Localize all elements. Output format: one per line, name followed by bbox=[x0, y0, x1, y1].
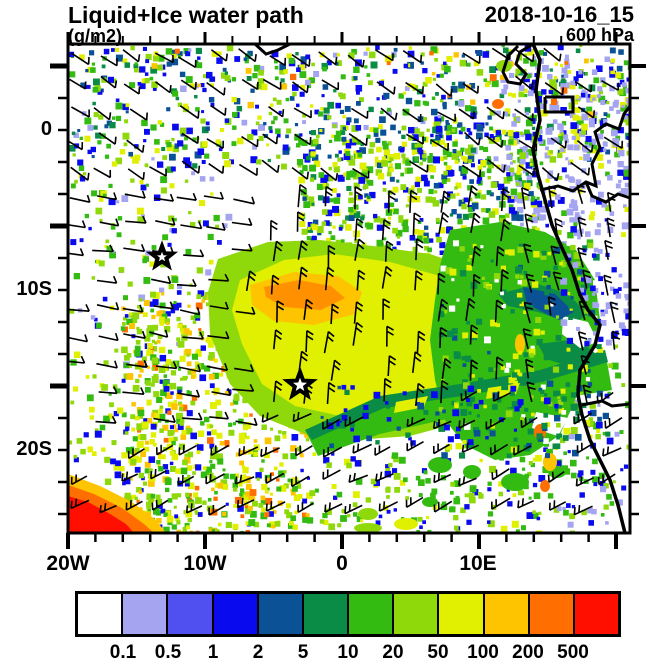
colorbar-tick-label: 5 bbox=[297, 642, 309, 663]
coastline-and-borders bbox=[253, 44, 630, 533]
colorbar-tick-label: 2 bbox=[252, 642, 264, 663]
value-blobs bbox=[68, 60, 612, 533]
colorbar-cell bbox=[78, 594, 122, 634]
y-tick-label: 0 bbox=[40, 118, 52, 140]
country-border bbox=[539, 105, 630, 193]
colorbar-cell bbox=[256, 594, 302, 634]
colorbar-tick-label: 100 bbox=[467, 642, 499, 663]
colorbar-tick-label: 200 bbox=[512, 642, 544, 663]
country-border bbox=[581, 399, 630, 408]
map-frame bbox=[66, 42, 632, 535]
star-marker bbox=[282, 366, 318, 401]
axis-ticks bbox=[50, 32, 646, 549]
y-tick-label: 10S bbox=[16, 278, 52, 300]
colorbar-cell bbox=[166, 594, 212, 634]
colorbar-tick-label: 10 bbox=[337, 642, 359, 663]
colorbar-tick-label: 1 bbox=[207, 642, 219, 663]
colorbar-cell bbox=[392, 594, 438, 634]
star-marker bbox=[145, 240, 179, 271]
x-tick-label: 0 bbox=[336, 552, 348, 575]
colorbar-cell bbox=[437, 594, 483, 634]
country-border bbox=[584, 181, 630, 204]
plot-title: Liquid+Ice water path bbox=[68, 2, 304, 28]
colorbar-tick-label: 0.5 bbox=[154, 642, 182, 663]
map-content bbox=[68, 44, 630, 533]
colorbar-tick-label: 20 bbox=[382, 642, 404, 663]
x-tick-label: 10W bbox=[183, 552, 227, 575]
x-tick-label: 10E bbox=[459, 552, 497, 575]
coastline bbox=[531, 44, 627, 533]
colorbar-tick-label: 0.1 bbox=[109, 642, 137, 663]
x-tick-label: 20W bbox=[46, 552, 90, 575]
country-border bbox=[543, 95, 575, 114]
colorbar bbox=[75, 591, 621, 637]
colorbar-cell bbox=[527, 594, 573, 634]
wind-barbs bbox=[68, 47, 624, 516]
plot-datetime: 2018-10-16_15 bbox=[484, 2, 634, 27]
colorbar-cell bbox=[347, 594, 393, 634]
colorbar-cell bbox=[301, 594, 348, 634]
colorbar-cell bbox=[572, 594, 619, 634]
y-tick-label: 20S bbox=[16, 438, 52, 460]
colorbar-cell bbox=[121, 594, 167, 634]
country-border bbox=[501, 44, 534, 86]
colorbar-cell bbox=[211, 594, 257, 634]
colorbar-tick-label: 500 bbox=[557, 642, 589, 663]
colorbar-cell bbox=[482, 594, 528, 634]
colorbar-tick-label: 50 bbox=[427, 642, 449, 663]
country-border bbox=[253, 44, 291, 56]
